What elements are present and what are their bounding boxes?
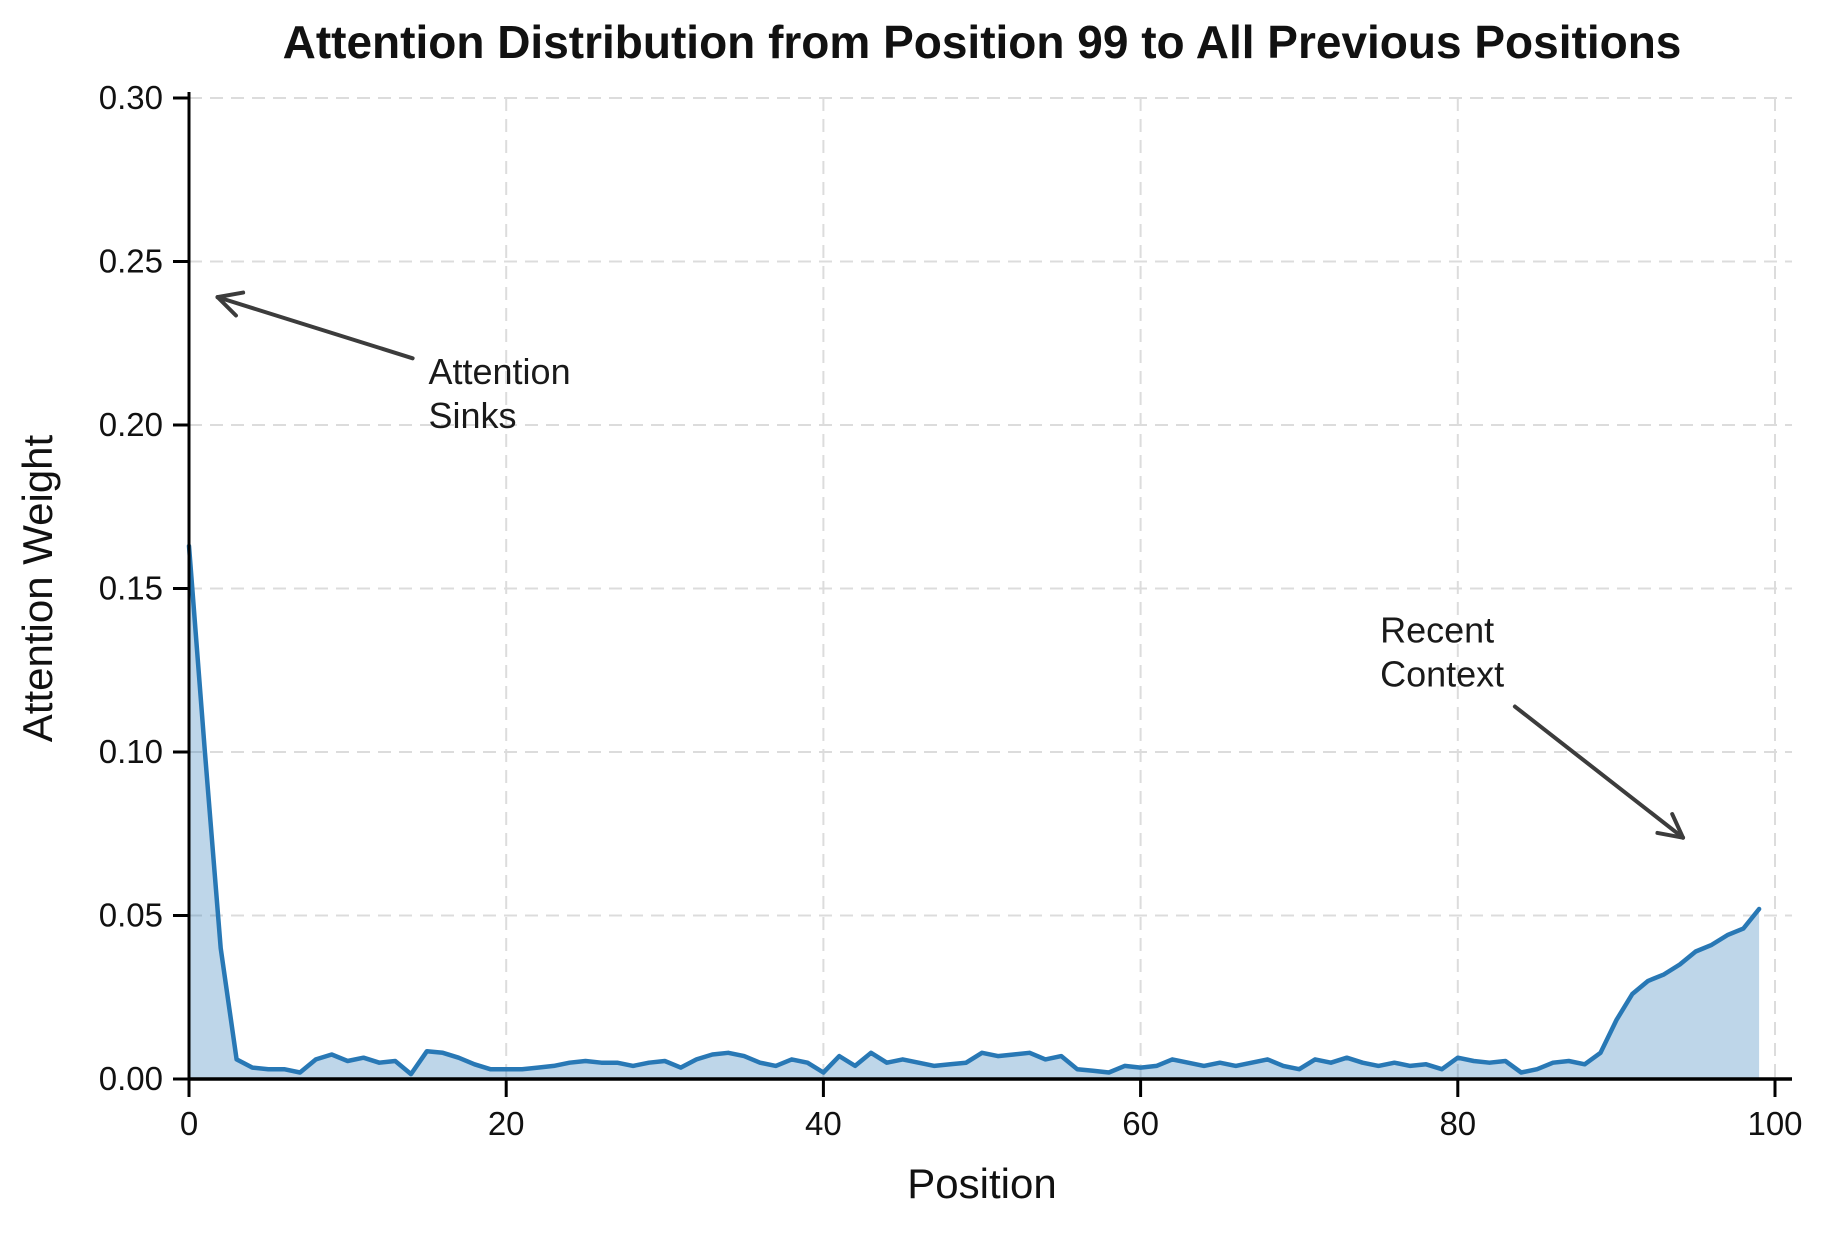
x-tick-label: 20 [488,1105,525,1142]
x-tick-label: 60 [1122,1105,1159,1142]
chart-title: Attention Distribution from Position 99 … [283,16,1682,68]
x-tick-label: 100 [1747,1105,1802,1142]
annotation-recent-context-text: Context [1380,653,1504,694]
x-axis-label: Position [907,1160,1056,1207]
annotation-attention-sinks-text: Sinks [428,395,516,436]
y-tick-label: 0.15 [99,570,163,607]
annotation-attention-sinks-arrowhead [215,290,246,300]
annotation-attention-sinks-arrow [215,295,415,361]
x-tick-label: 40 [805,1105,842,1142]
annotation-recent-context-arrowhead [1655,830,1686,840]
x-tick-label: 80 [1439,1105,1476,1142]
y-tick-label: 0.30 [99,79,163,116]
annotation-recent-context-text: Recent [1380,609,1494,650]
y-tick-label: 0.05 [99,897,163,934]
annotation-recent-context-arrow [1512,704,1686,840]
annotation-recent-context-arrowhead [1670,812,1686,840]
y-tick-label: 0.25 [99,243,163,280]
x-tick-label: 0 [180,1105,198,1142]
attention-area-fill [189,546,1760,1079]
annotation-attention-sinks-arrowhead [215,295,238,318]
y-tick-label: 0.10 [99,733,163,770]
attention-line-series [186,543,1762,1077]
y-tick-label: 0.00 [99,1060,163,1097]
y-tick-label: 0.20 [99,406,163,443]
annotation-attention-sinks-text: Attention [428,351,570,392]
y-axis-label: Attention Weight [14,434,61,742]
